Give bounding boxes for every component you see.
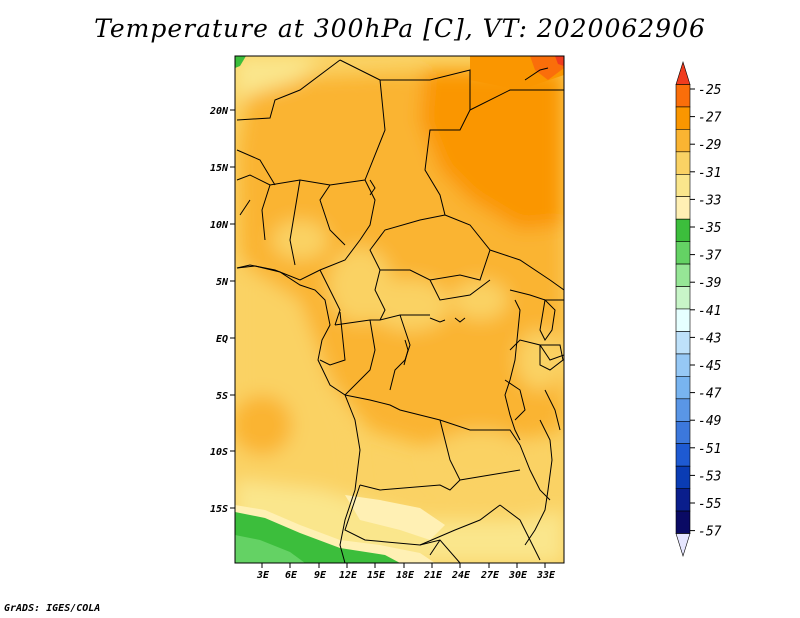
colorbar-label: -47 bbox=[698, 387, 722, 402]
colorbar-swatch bbox=[675, 533, 691, 558]
colorbar-label: -27 bbox=[698, 111, 722, 126]
colorbar-swatch bbox=[675, 84, 691, 108]
colorbar-swatch bbox=[675, 353, 691, 377]
colorbar-label: -55 bbox=[698, 497, 722, 512]
lon-label: 18E bbox=[396, 570, 415, 581]
colorbar-label: -45 bbox=[698, 359, 722, 374]
lon-label: 6E bbox=[285, 570, 298, 581]
country-borders bbox=[236, 59, 564, 563]
colorbar-label: -31 bbox=[698, 166, 721, 181]
colorbar-label: -41 bbox=[698, 304, 721, 319]
colorbar-swatch bbox=[675, 308, 691, 332]
lat-label: 15S bbox=[210, 504, 228, 515]
colorbar-swatch bbox=[675, 331, 691, 355]
lon-label: 24E bbox=[451, 570, 471, 581]
lat-label: EQ bbox=[216, 334, 228, 345]
map-frame bbox=[230, 55, 565, 568]
colorbar-label: -33 bbox=[698, 193, 721, 208]
colorbar-swatch bbox=[675, 510, 691, 534]
colorbar-label: -49 bbox=[698, 414, 721, 429]
colorbar-swatch bbox=[675, 488, 691, 512]
lon-label: 9E bbox=[314, 570, 327, 581]
colorbar-label: -57 bbox=[698, 525, 722, 540]
grads-credit: GrADS: IGES/COLA bbox=[4, 603, 101, 614]
lon-label: 21E bbox=[423, 570, 443, 581]
lon-label: 3E bbox=[256, 570, 270, 581]
colorbar-label: -35 bbox=[698, 221, 722, 236]
colorbar-swatch bbox=[675, 129, 691, 153]
lat-label: 5N bbox=[216, 277, 229, 288]
lat-label: 5S bbox=[216, 391, 228, 402]
colorbar-label: -37 bbox=[698, 249, 722, 264]
lon-label: 12E bbox=[339, 570, 358, 581]
lon-label: 30E bbox=[508, 570, 528, 581]
colorbar-label: -25 bbox=[698, 83, 722, 98]
lon-label: 27E bbox=[480, 570, 500, 581]
colorbar-swatch bbox=[675, 465, 691, 489]
colorbar-swatch bbox=[675, 106, 691, 130]
lon-label: 33E bbox=[536, 570, 556, 581]
colorbar: -25 -27 -29 -31 -33 -35 -37 -39 -41 -43 -45 -47 -49 -… bbox=[675, 60, 722, 558]
longitude-labels: 3E 6E 9E 12E 15E 18E 21E 24E 27E 30E 33E bbox=[256, 570, 556, 581]
lat-label: 20N bbox=[209, 106, 229, 117]
colorbar-label: -51 bbox=[698, 442, 721, 457]
map-title: Temperature at 300hPa [C], VT: 202006290… bbox=[94, 14, 706, 43]
colorbar-swatch bbox=[675, 376, 691, 400]
colorbar-label: -29 bbox=[698, 138, 721, 153]
colorbar-swatch bbox=[675, 398, 691, 422]
temperature-field bbox=[235, 56, 564, 563]
latitude-labels: 20N 15N 10N 5N EQ 5S 10S 15S bbox=[209, 106, 229, 515]
colorbar-swatch bbox=[675, 60, 691, 85]
lat-label: 10N bbox=[210, 220, 229, 231]
colorbar-swatch bbox=[675, 443, 691, 467]
colorbar-label: -43 bbox=[698, 331, 721, 346]
colorbar-swatch bbox=[675, 196, 691, 220]
colorbar-swatch bbox=[675, 173, 691, 198]
colorbar-swatch bbox=[675, 151, 691, 175]
colorbar-swatch bbox=[675, 263, 691, 287]
colorbar-swatch bbox=[675, 420, 691, 445]
colorbar-swatch bbox=[675, 286, 691, 310]
lat-label: 10S bbox=[210, 447, 228, 458]
coastline bbox=[236, 67, 564, 563]
colorbar-label: -53 bbox=[698, 469, 721, 484]
colorbar-swatch bbox=[675, 241, 691, 265]
lon-label: 15E bbox=[367, 570, 386, 581]
colorbar-swatch bbox=[675, 218, 691, 242]
colorbar-label: -39 bbox=[698, 276, 721, 291]
lat-label: 15N bbox=[210, 163, 229, 174]
